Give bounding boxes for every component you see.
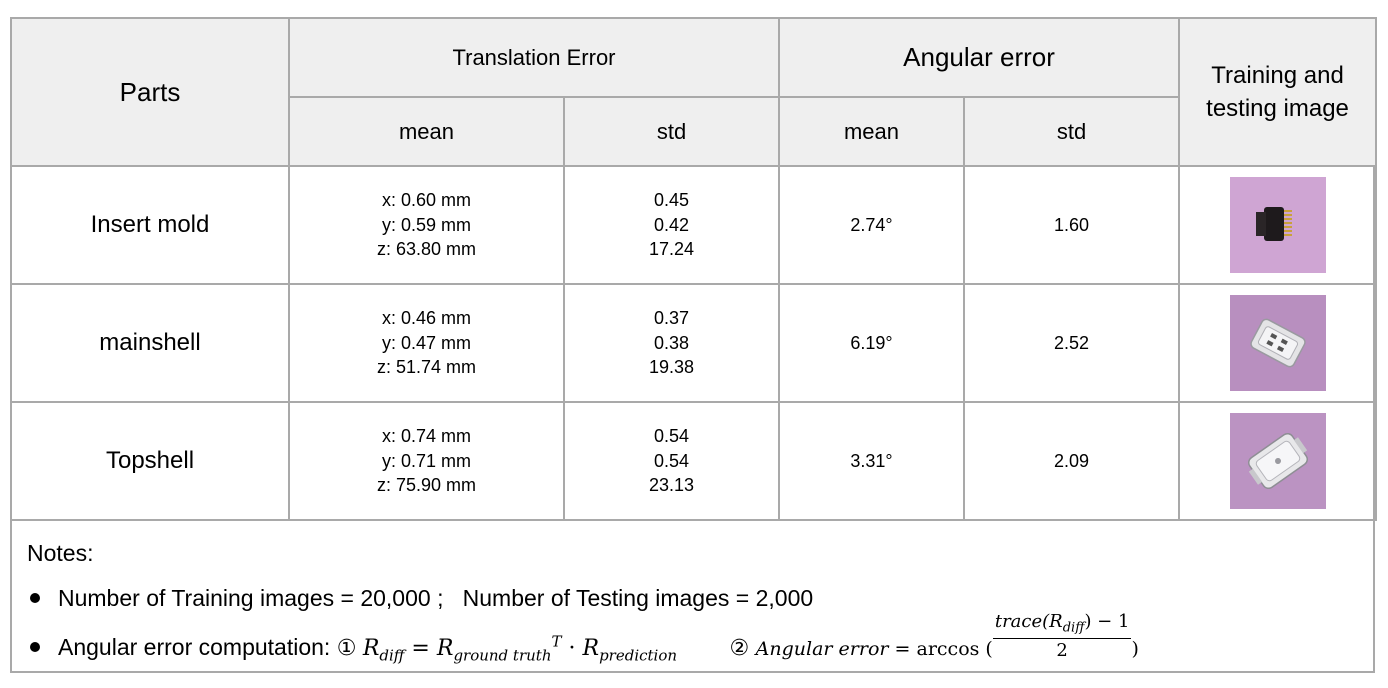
header-trans-mean: mean <box>288 96 565 167</box>
trans-mean-z: z: 51.74 mm <box>376 357 477 378</box>
mainshell-thumbnail <box>1229 295 1326 391</box>
notes-bullet-angular-formula: Angular error computation: ① Rdiff = Rgr… <box>30 611 1139 675</box>
table-row: Insert mold x: 0.60 mm y: 0.59 mm z: 63.… <box>10 165 1378 285</box>
formula2-lhs: Angular error <box>755 637 889 660</box>
header-translation-error: Translation Error <box>287 17 781 98</box>
formula1-r2-sub: prediction <box>599 646 678 665</box>
formula2-num-b: ) − 1 <box>1084 611 1130 632</box>
bullet-dot <box>30 592 40 603</box>
formula-rotation-diff: Rdiff = Rground truthT · Rprediction <box>362 632 683 664</box>
notes-section: Notes: Number of Training images = 20,00… <box>12 521 1377 673</box>
header-trans-std: std <box>562 96 781 167</box>
formula2-num-sub: diff <box>1062 620 1085 636</box>
trans-std-x: 0.45 <box>653 190 690 211</box>
formula1-lhs-sub: diff <box>379 646 405 665</box>
trans-mean-y: y: 0.47 mm <box>381 332 472 353</box>
trans-mean-z: z: 75.90 mm <box>376 475 477 496</box>
formula2-eq: = <box>888 637 917 660</box>
formula-angular-error: Angular error = arccos (trace(Rdiff) − 1… <box>755 611 1139 661</box>
formula1-lhs: R <box>362 635 380 661</box>
trans-std-y: 0.38 <box>653 332 690 353</box>
trans-std-cell: 0.45 0.42 17.24 <box>562 165 781 285</box>
formula1-dot: · <box>561 635 583 661</box>
header-training-testing-image: Training and testing image <box>1178 17 1378 167</box>
trans-std-y: 0.54 <box>653 450 690 471</box>
formula2-numerator: trace(Rdiff) − 1 <box>992 611 1132 639</box>
trans-std-z: 19.38 <box>648 357 695 378</box>
trans-std-x: 0.54 <box>653 426 690 447</box>
formula1-sup: T <box>551 632 562 651</box>
table-row: mainshell x: 0.46 mm y: 0.47 mm z: 51.74… <box>10 283 1378 403</box>
circled-two: ② <box>729 635 750 661</box>
trans-std-x: 0.37 <box>653 308 690 329</box>
notes-bullet-image-counts: Number of Training images = 20,000 ; Num… <box>30 585 813 612</box>
trans-mean-x: x: 0.46 mm <box>381 308 472 329</box>
circled-one: ① <box>336 635 357 661</box>
header-ang-mean: mean <box>778 96 966 167</box>
trans-mean-cell: x: 0.46 mm y: 0.47 mm z: 51.74 mm <box>288 283 565 403</box>
ang-mean-cell: 2.74° <box>778 165 966 285</box>
insert-mold-thumbnail <box>1229 177 1326 273</box>
image-cell <box>1178 401 1378 521</box>
trans-std-y: 0.42 <box>653 214 690 235</box>
formula2-func: arccos ( <box>916 637 993 660</box>
trans-mean-cell: x: 0.74 mm y: 0.71 mm z: 75.90 mm <box>288 401 565 521</box>
notes-title: Notes: <box>27 540 94 566</box>
trans-std-z: 23.13 <box>648 475 695 496</box>
trans-mean-x: x: 0.60 mm <box>381 190 472 211</box>
formula1-r1-sub: ground truth <box>453 646 552 665</box>
results-table-container: Parts Translation Error Angular error Tr… <box>10 17 1378 673</box>
trans-mean-x: x: 0.74 mm <box>381 426 472 447</box>
notes-bullet1-text: Number of Training images = 20,000 ; Num… <box>58 585 814 611</box>
pose-error-table: Parts Translation Error Angular error Tr… <box>10 17 1378 521</box>
notes-bullet2-prefix: Angular error computation: <box>58 633 331 660</box>
ang-std-cell: 2.52 <box>963 283 1181 403</box>
header-training-line1: Training and <box>1211 62 1344 89</box>
part-name: mainshell <box>10 283 290 403</box>
header-ang-std: std <box>963 96 1181 167</box>
formula1-r2: R <box>582 635 600 661</box>
table-row: Topshell x: 0.74 mm y: 0.71 mm z: 75.90 … <box>10 401 1378 521</box>
formula2-num-a: trace(R <box>994 611 1063 632</box>
header-angular-error: Angular error <box>778 17 1181 98</box>
formula2-denominator: 2 <box>1056 639 1068 661</box>
header-parts: Parts <box>10 17 290 167</box>
bullet-dot <box>30 641 40 652</box>
trans-mean-z: z: 63.80 mm <box>376 239 477 260</box>
part-name: Topshell <box>10 401 290 521</box>
trans-mean-y: y: 0.71 mm <box>381 450 472 471</box>
header-training-line2: testing image <box>1206 95 1349 122</box>
trans-mean-cell: x: 0.60 mm y: 0.59 mm z: 63.80 mm <box>288 165 565 285</box>
ang-mean-cell: 3.31° <box>778 401 966 521</box>
image-cell <box>1178 165 1378 285</box>
trans-std-cell: 0.54 0.54 23.13 <box>562 401 781 521</box>
part-name: Insert mold <box>10 165 290 285</box>
image-cell <box>1178 283 1378 403</box>
ang-std-cell: 1.60 <box>963 165 1181 285</box>
formula1-r1: R <box>436 635 454 661</box>
topshell-thumbnail <box>1229 413 1326 509</box>
trans-std-cell: 0.37 0.38 19.38 <box>562 283 781 403</box>
ang-std-cell: 2.09 <box>963 401 1181 521</box>
ang-mean-cell: 6.19° <box>778 283 966 403</box>
formula2-close: ) <box>1131 637 1139 660</box>
formula1-eq: = <box>404 635 437 661</box>
trans-mean-y: y: 0.59 mm <box>381 214 472 235</box>
trans-std-z: 17.24 <box>648 239 695 260</box>
